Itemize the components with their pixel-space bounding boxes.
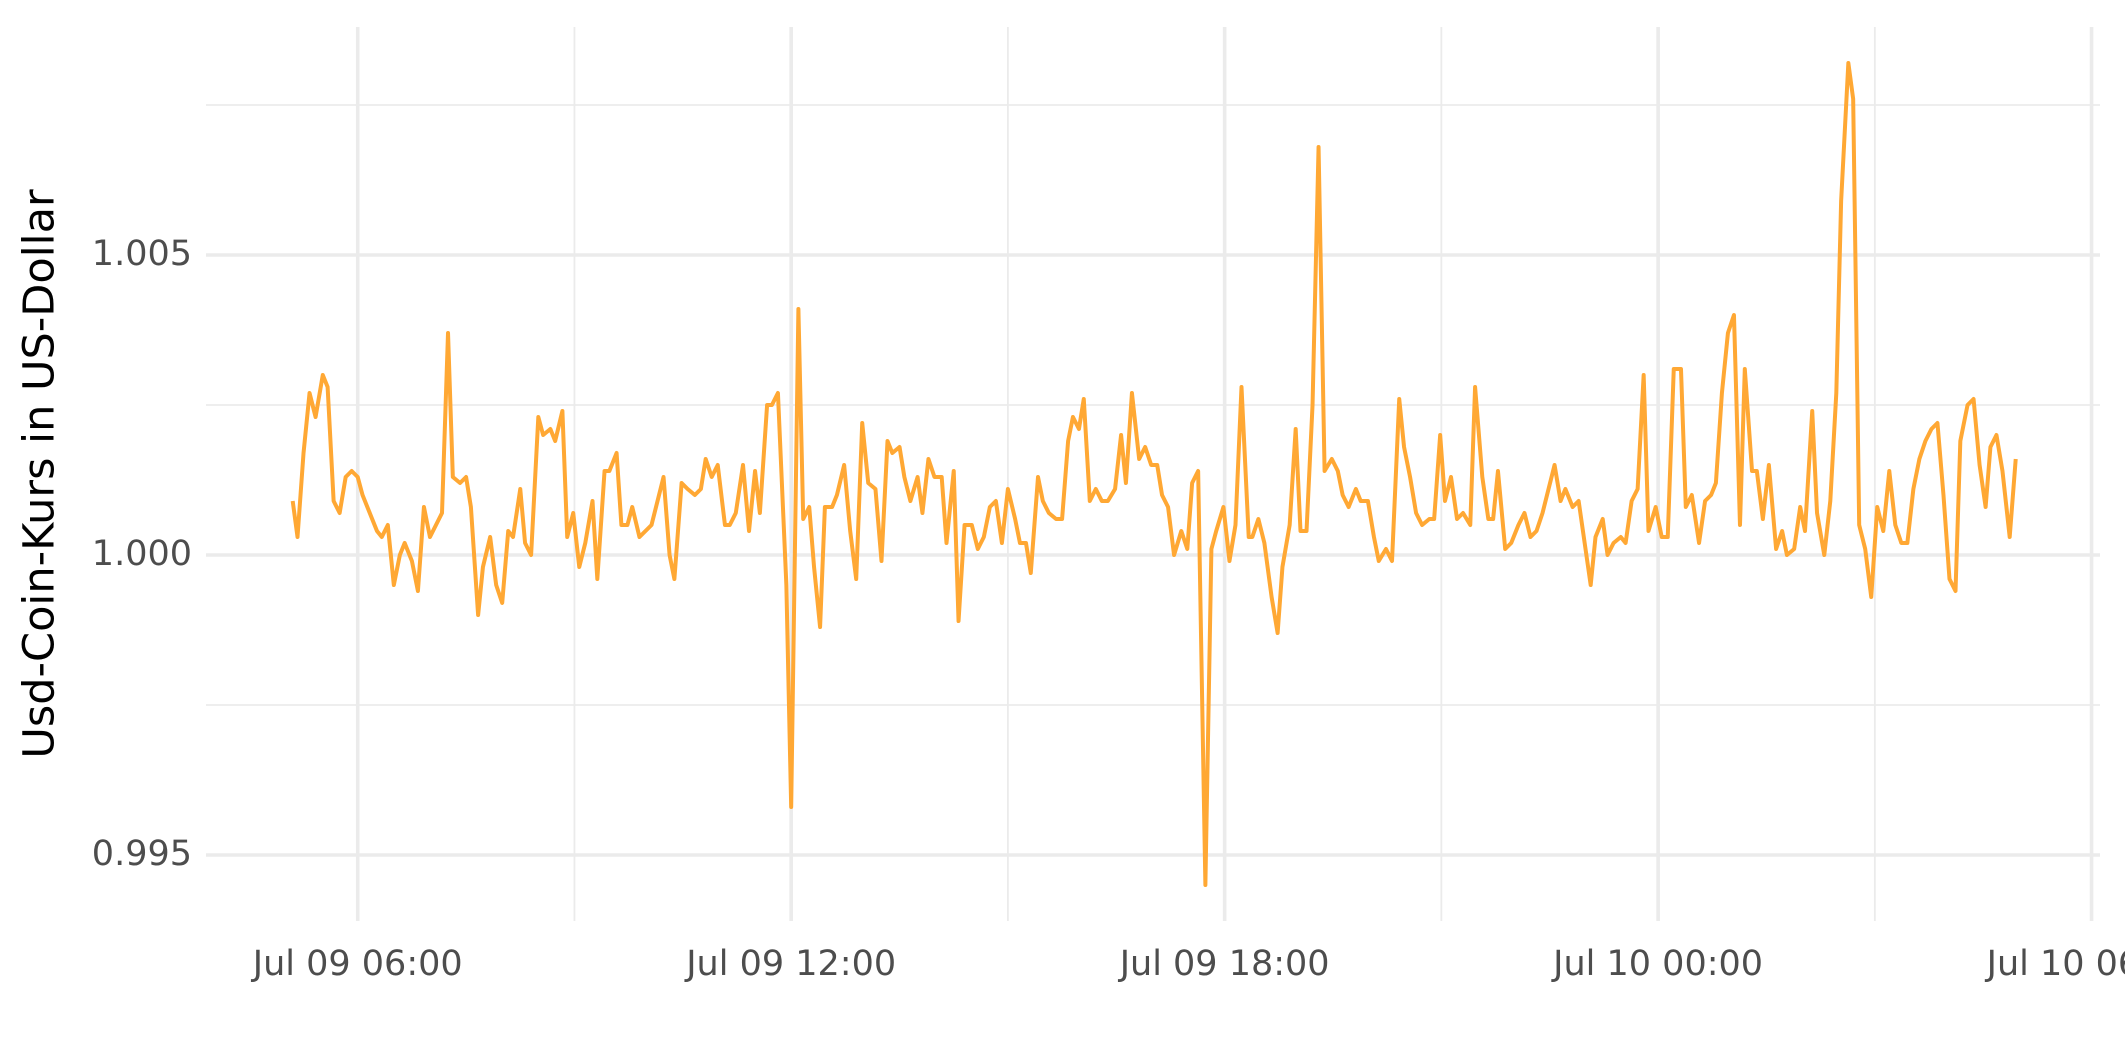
x-tick-label: Jul 10 06:00	[1985, 944, 2125, 984]
y-tick-label: 0.995	[92, 834, 192, 874]
y-axis-label: Usd-Coin-Kurs in US-Dollar	[15, 189, 65, 759]
plot-area	[290, 61, 2018, 887]
grid	[206, 27, 2100, 921]
y-tick-label: 1.005	[92, 234, 192, 274]
x-tick-label: Jul 09 12:00	[684, 944, 896, 984]
x-tick-label: Jul 09 18:00	[1118, 944, 1330, 984]
x-tick-label: Jul 10 00:00	[1551, 944, 1763, 984]
x-tick-label: Jul 09 06:00	[251, 944, 463, 984]
price-line	[290, 61, 2018, 887]
y-tick-label: 1.000	[92, 534, 192, 574]
